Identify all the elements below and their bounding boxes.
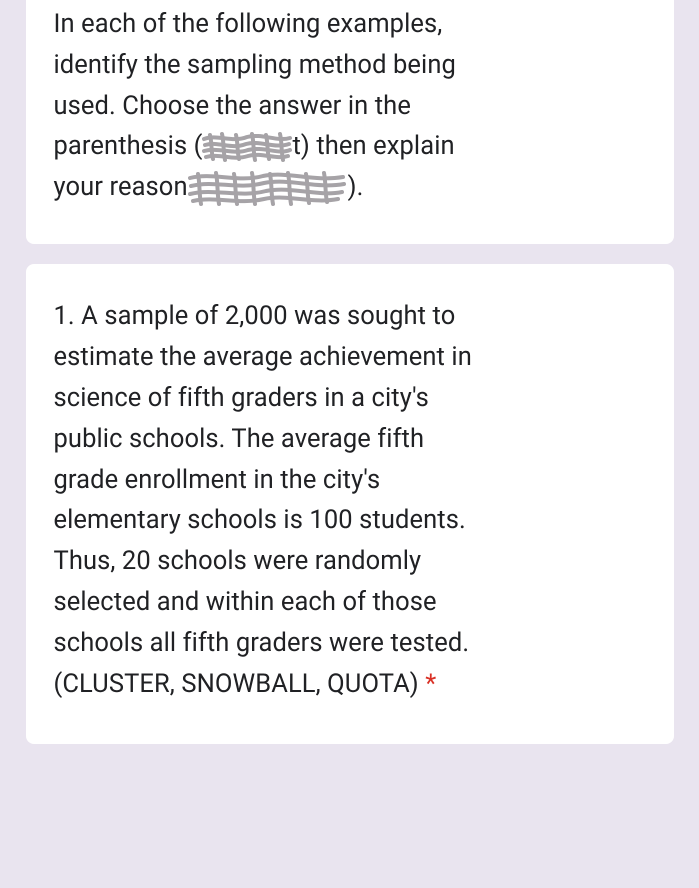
instructions-text: In each of the following examples, ident…	[54, 4, 646, 208]
instr-line-1: In each of the following examples,	[54, 9, 443, 39]
q1-line-6: Thus, 20 schools were randomly	[54, 546, 422, 576]
q1-line-2: science of fifth graders in a city's	[54, 383, 429, 413]
q1-line-4: grade enrollment in the city's	[54, 465, 381, 495]
question-1-text: 1. A sample of 2,000 was sought to estim…	[54, 296, 646, 704]
q1-options: (CLUSTER, SNOWBALL, QUOTA)	[54, 669, 426, 699]
q1-line-7: selected and within each of those	[54, 587, 437, 617]
instr-line-5b: ).	[348, 172, 364, 202]
scribble-redaction-2	[188, 168, 348, 208]
instr-line-4a: parenthesis (	[54, 131, 203, 161]
q1-line-1: estimate the average achievement in	[54, 342, 472, 372]
instr-line-4b: t) then explain	[292, 131, 454, 161]
question-1-card: 1. A sample of 2,000 was sought to estim…	[26, 264, 674, 744]
instructions-card: In each of the following examples, ident…	[26, 0, 674, 244]
instr-line-3c: answer in the	[252, 91, 411, 121]
q1-line-3: public schools. The average fifth	[54, 424, 425, 454]
instr-line-5a: your reason	[54, 172, 188, 202]
instr-line-3b: the	[216, 91, 252, 121]
required-asterisk: *	[425, 669, 436, 699]
q1-line-0: 1. A sample of 2,000 was sought to	[54, 301, 456, 331]
instr-line-3a: used. Choose	[54, 91, 216, 121]
q1-line-8: schools all fifth graders were tested.	[54, 628, 470, 658]
scribble-redaction-1	[202, 131, 292, 165]
instr-line-2: identify the sampling method being	[54, 50, 456, 80]
q1-line-5: elementary schools is 100 students.	[54, 505, 466, 535]
